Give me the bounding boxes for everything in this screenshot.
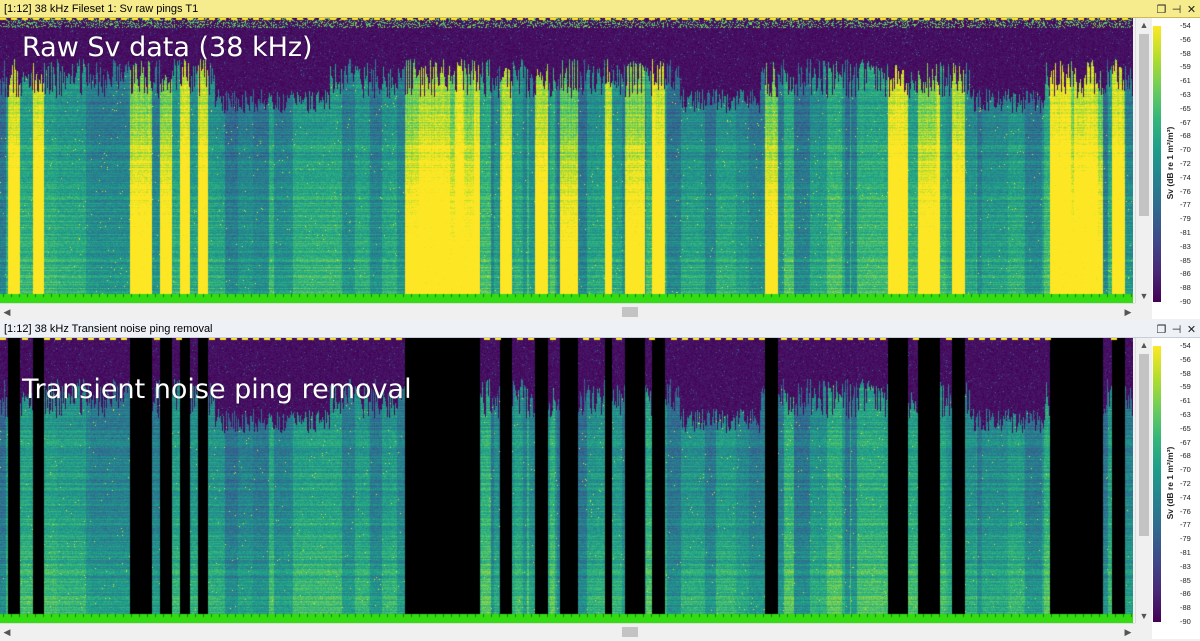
colorbar-tick-label: -68 [1180,451,1191,461]
colorbar-tick-label: -56 [1180,354,1191,364]
scroll-thumb[interactable] [1139,354,1149,536]
colorbar-tick-label: -56 [1180,34,1191,44]
colorbar-gradient [1153,346,1161,622]
colorbar-tick-label: -79 [1180,214,1191,224]
horizontal-scrollbar[interactable]: ◀ ▶ [0,303,1135,320]
colorbar-tick-label: -68 [1180,131,1191,141]
panel-titlebar[interactable]: [1:12] 38 kHz Transient noise ping remov… [0,320,1200,338]
scroll-left-icon[interactable]: ◀ [3,627,11,637]
colorbar-tick-label: -85 [1180,575,1191,585]
echogram-panel-filtered: [1:12] 38 kHz Transient noise ping remov… [0,320,1200,641]
colorbar-title: Sv (dB re 1 m²/m³) [1165,126,1175,200]
vertical-scrollbar[interactable]: ▲ ▼ [1135,338,1152,623]
scroll-right-icon[interactable]: ▶ [1124,627,1132,637]
colorbar-tick-label: -63 [1180,90,1191,99]
colorbar-tick-label: -61 [1180,396,1191,406]
echogram-canvas[interactable] [0,338,1133,623]
colorbar-tick-label: -81 [1180,228,1191,237]
colorbar-tick-label: -90 [1180,617,1191,626]
colorbar-legend: Sv (dB re 1 m²/m³) -54 -56 -58 -59 -61 -63 -65… [1152,18,1200,319]
scroll-thumb[interactable] [1139,34,1149,216]
colorbar-tick-label: -67 [1180,437,1191,447]
colorbar-tick-label: -76 [1180,506,1191,516]
restore-icon[interactable]: ❐ [1156,322,1167,336]
overlay-caption: Transient noise ping removal [22,374,412,405]
colorbar-tick-label: -74 [1180,172,1191,182]
colorbar-tick-label: -83 [1180,241,1191,251]
colorbar-tick-label: -72 [1180,479,1191,488]
colorbar-tick-label: -83 [1180,561,1191,571]
pin-icon[interactable]: ⊣ [1171,2,1182,16]
horizontal-scrollbar[interactable]: ◀ ▶ [0,623,1135,640]
panel-titlebar[interactable]: [1:12] 38 kHz Fileset 1: Sv raw pings T1… [0,0,1200,18]
scroll-right-icon[interactable]: ▶ [1124,307,1132,317]
colorbar-tick-label: -86 [1180,269,1191,279]
window-buttons: ❐ ⊣ ✕ [1155,0,1198,18]
vertical-scrollbar[interactable]: ▲ ▼ [1135,18,1152,303]
colorbar-tick-label: -74 [1180,492,1191,502]
colorbar-tick-label: -65 [1180,103,1191,113]
colorbar-tick-label: -88 [1180,603,1191,613]
colorbar-tick-label: -59 [1180,382,1191,392]
colorbar-tick-label: -72 [1180,159,1191,168]
colorbar-tick-label: -59 [1180,62,1191,72]
colorbar-tick-label: -77 [1180,520,1191,530]
colorbar-tick-label: -85 [1180,255,1191,265]
colorbar-tick-label: -70 [1180,465,1191,475]
echogram-panel-raw: [1:12] 38 kHz Fileset 1: Sv raw pings T1… [0,0,1200,320]
scroll-up-icon[interactable]: ▲ [1139,20,1149,30]
colorbar-legend: Sv (dB re 1 m²/m³) -54 -56 -58 -59 -61 -63 -65… [1152,338,1200,639]
scroll-up-icon[interactable]: ▲ [1139,340,1149,350]
colorbar-tick-label: -79 [1180,534,1191,544]
scroll-down-icon[interactable]: ▼ [1139,291,1149,301]
colorbar-tick-label: -61 [1180,76,1191,86]
colorbar-tick-label: -58 [1180,48,1191,58]
colorbar-tick-label: -67 [1180,117,1191,127]
colorbar-tick-label: -90 [1180,297,1191,306]
colorbar-tick-label: -58 [1180,368,1191,378]
colorbar-gradient [1153,26,1161,302]
close-icon[interactable]: ✕ [1186,322,1197,336]
colorbar-tick-label: -63 [1180,410,1191,419]
overlay-caption: Raw Sv data (38 kHz) [22,32,313,63]
window-buttons: ❐ ⊣ ✕ [1155,320,1198,338]
scroll-down-icon[interactable]: ▼ [1139,611,1149,621]
colorbar-tick-label: -86 [1180,589,1191,599]
echogram-canvas[interactable] [0,18,1133,303]
colorbar-tick-label: -54 [1180,21,1191,30]
colorbar-tick-label: -65 [1180,423,1191,433]
panel-title: [1:12] 38 kHz Fileset 1: Sv raw pings T1 [4,3,199,15]
scroll-left-icon[interactable]: ◀ [3,307,11,317]
scroll-thumb[interactable] [622,307,638,317]
pin-icon[interactable]: ⊣ [1171,322,1182,336]
restore-icon[interactable]: ❐ [1156,2,1167,16]
colorbar-tick-label: -81 [1180,548,1191,557]
colorbar-tick-label: -70 [1180,145,1191,155]
panel-title: [1:12] 38 kHz Transient noise ping remov… [4,323,213,335]
colorbar-tick-label: -88 [1180,283,1191,293]
colorbar-title: Sv (dB re 1 m²/m³) [1165,446,1175,520]
close-icon[interactable]: ✕ [1186,2,1197,16]
scroll-thumb[interactable] [622,627,638,637]
colorbar-tick-label: -76 [1180,186,1191,196]
colorbar-tick-label: -54 [1180,341,1191,350]
colorbar-tick-label: -77 [1180,200,1191,210]
